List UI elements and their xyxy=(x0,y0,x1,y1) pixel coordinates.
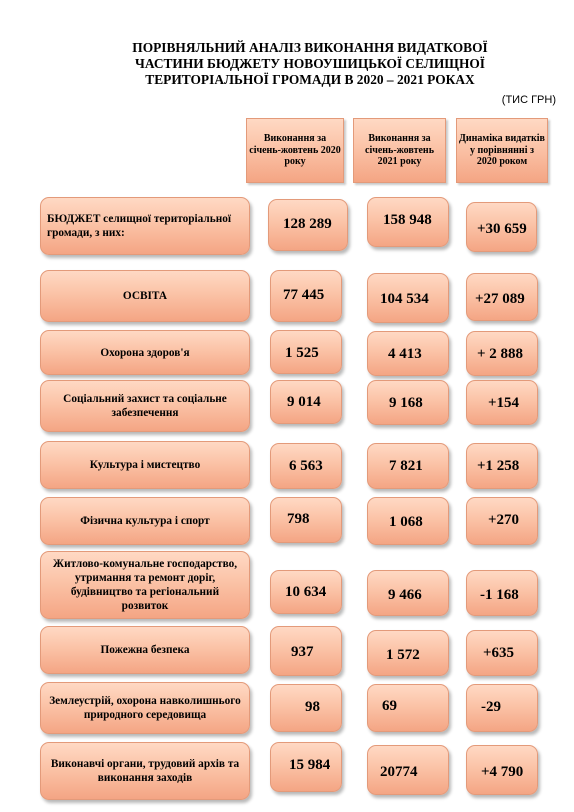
row-value-2021-land: 69 xyxy=(367,684,449,732)
row-change-culture: +1 258 xyxy=(466,443,538,489)
value-text: +270 xyxy=(488,512,520,528)
row-label-executive-bodies: Виконавчі органи, трудовий архів та вико… xyxy=(40,742,250,800)
row-value-2020-executive: 15 984 xyxy=(270,742,342,792)
value-text: -1 168 xyxy=(480,587,519,603)
value-text: +30 659 xyxy=(477,221,527,237)
row-label-social-protection: Соціальний захист та соціальне забезпече… xyxy=(40,380,250,432)
value-text: 6 563 xyxy=(289,458,323,474)
row-change-sports: +270 xyxy=(466,497,538,545)
row-label-housing-utilities: Житлово-комунальне господарство, утриман… xyxy=(40,551,250,619)
row-value-2020-fire: 937 xyxy=(270,626,342,676)
units-label: (ТИС ГРН) xyxy=(501,94,556,106)
value-text: +154 xyxy=(488,395,520,411)
row-change-healthcare: + 2 888 xyxy=(466,331,538,376)
row-change-land: -29 xyxy=(466,684,538,732)
page-title: ПОРІВНЯЛЬНИЙ АНАЛІЗ ВИКОНАННЯ ВИДАТКОВОЇ… xyxy=(80,40,540,88)
row-label-healthcare: Охорона здоров'я xyxy=(40,330,250,375)
row-change-social: +154 xyxy=(466,380,538,425)
value-text: 1 572 xyxy=(386,647,420,663)
row-value-2021-executive: 20774 xyxy=(367,745,449,795)
value-text: 15 984 xyxy=(289,757,331,773)
value-text: +635 xyxy=(483,645,515,661)
row-change-housing: -1 168 xyxy=(466,570,538,616)
value-text: 158 948 xyxy=(383,212,432,228)
value-text: 9 168 xyxy=(389,395,423,411)
row-change-total: +30 659 xyxy=(466,202,537,252)
value-text: 1 068 xyxy=(389,514,423,530)
row-value-2020-land: 98 xyxy=(270,684,342,732)
row-value-2021-fire: 1 572 xyxy=(367,630,449,676)
value-text: 10 634 xyxy=(285,584,327,600)
row-value-2020-total: 128 289 xyxy=(268,199,348,251)
row-value-2020-culture: 6 563 xyxy=(270,443,342,489)
row-value-2021-education: 104 534 xyxy=(367,273,449,323)
row-change-executive: +4 790 xyxy=(466,745,538,795)
value-text: -29 xyxy=(481,699,501,715)
value-text: 128 289 xyxy=(283,216,332,232)
row-value-2020-education: 77 445 xyxy=(270,270,342,322)
value-text: 69 xyxy=(382,698,397,714)
value-text: + 2 888 xyxy=(477,346,524,362)
row-label-land-environment: Землеустрій, охорона навколишнього приро… xyxy=(40,682,250,734)
row-change-fire: +635 xyxy=(466,630,538,676)
value-text: 20774 xyxy=(380,764,418,780)
row-value-2020-healthcare: 1 525 xyxy=(270,330,342,374)
row-label-sports: Фізична культура і спорт xyxy=(40,497,250,545)
header-2021: Виконання за січень-жовтень 2021 року xyxy=(353,118,446,183)
value-text: 77 445 xyxy=(283,287,325,303)
value-text: 7 821 xyxy=(389,458,423,474)
row-value-2021-housing: 9 466 xyxy=(367,570,449,616)
value-text: 9 014 xyxy=(287,394,321,410)
row-value-2021-sports: 1 068 xyxy=(367,497,449,545)
row-value-2020-housing: 10 634 xyxy=(270,570,342,614)
row-value-2020-sports: 798 xyxy=(270,497,342,543)
row-change-education: +27 089 xyxy=(466,273,538,321)
value-text: 98 xyxy=(305,699,320,715)
title-line-3: ТЕРИТОРІАЛЬНОЇ ГРОМАДИ В 2020 – 2021 РОК… xyxy=(145,72,475,87)
row-label-fire-safety: Пожежна безпека xyxy=(40,626,250,674)
value-text: +1 258 xyxy=(477,458,520,474)
row-value-2020-social: 9 014 xyxy=(270,380,342,424)
title-line-2: ЧАСТИНИ БЮДЖЕТУ НОВОУШИЦЬКОЇ СЕЛИЩНОЇ xyxy=(135,56,485,71)
value-text: 9 466 xyxy=(388,587,422,603)
row-label-total-budget: БЮДЖЕТ селищної територіальної громади, … xyxy=(40,197,250,255)
row-value-2021-healthcare: 4 413 xyxy=(367,331,449,376)
value-text: 4 413 xyxy=(388,346,422,362)
value-text: +4 790 xyxy=(481,764,524,780)
title-line-1: ПОРІВНЯЛЬНИЙ АНАЛІЗ ВИКОНАННЯ ВИДАТКОВОЇ xyxy=(132,40,488,55)
value-text: 104 534 xyxy=(380,291,429,307)
header-change: Динаміка видатків у порівнянні з 2020 ро… xyxy=(456,118,548,183)
row-value-2021-culture: 7 821 xyxy=(367,443,449,489)
row-label-culture: Культура і мистецтво xyxy=(40,441,250,489)
value-text: 1 525 xyxy=(285,345,319,361)
row-value-2021-total: 158 948 xyxy=(367,197,449,247)
header-2020: Виконання за січень-жовтень 2020 року xyxy=(246,118,344,183)
row-value-2021-social: 9 168 xyxy=(367,380,449,425)
value-text: +27 089 xyxy=(475,291,525,307)
row-label-education: ОСВІТА xyxy=(40,270,250,322)
value-text: 798 xyxy=(287,511,310,527)
value-text: 937 xyxy=(291,644,314,660)
